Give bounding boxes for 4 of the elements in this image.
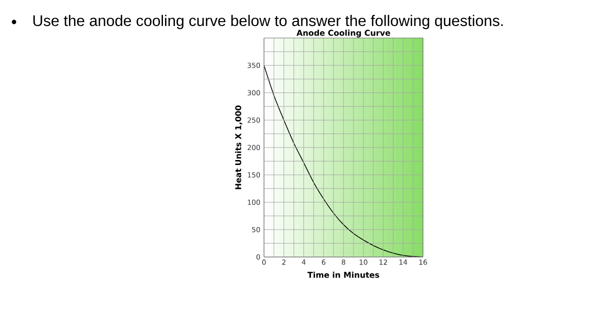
text: Use the anode cooling curve below to answer the following questions.: [33, 14, 503, 30]
chart-title: Anode Cooling Curve: [296, 30, 390, 38]
x-axis-title: Time in Minutes: [307, 272, 380, 278]
y-axis-title: Heat Units X 1,000: [235, 106, 242, 190]
